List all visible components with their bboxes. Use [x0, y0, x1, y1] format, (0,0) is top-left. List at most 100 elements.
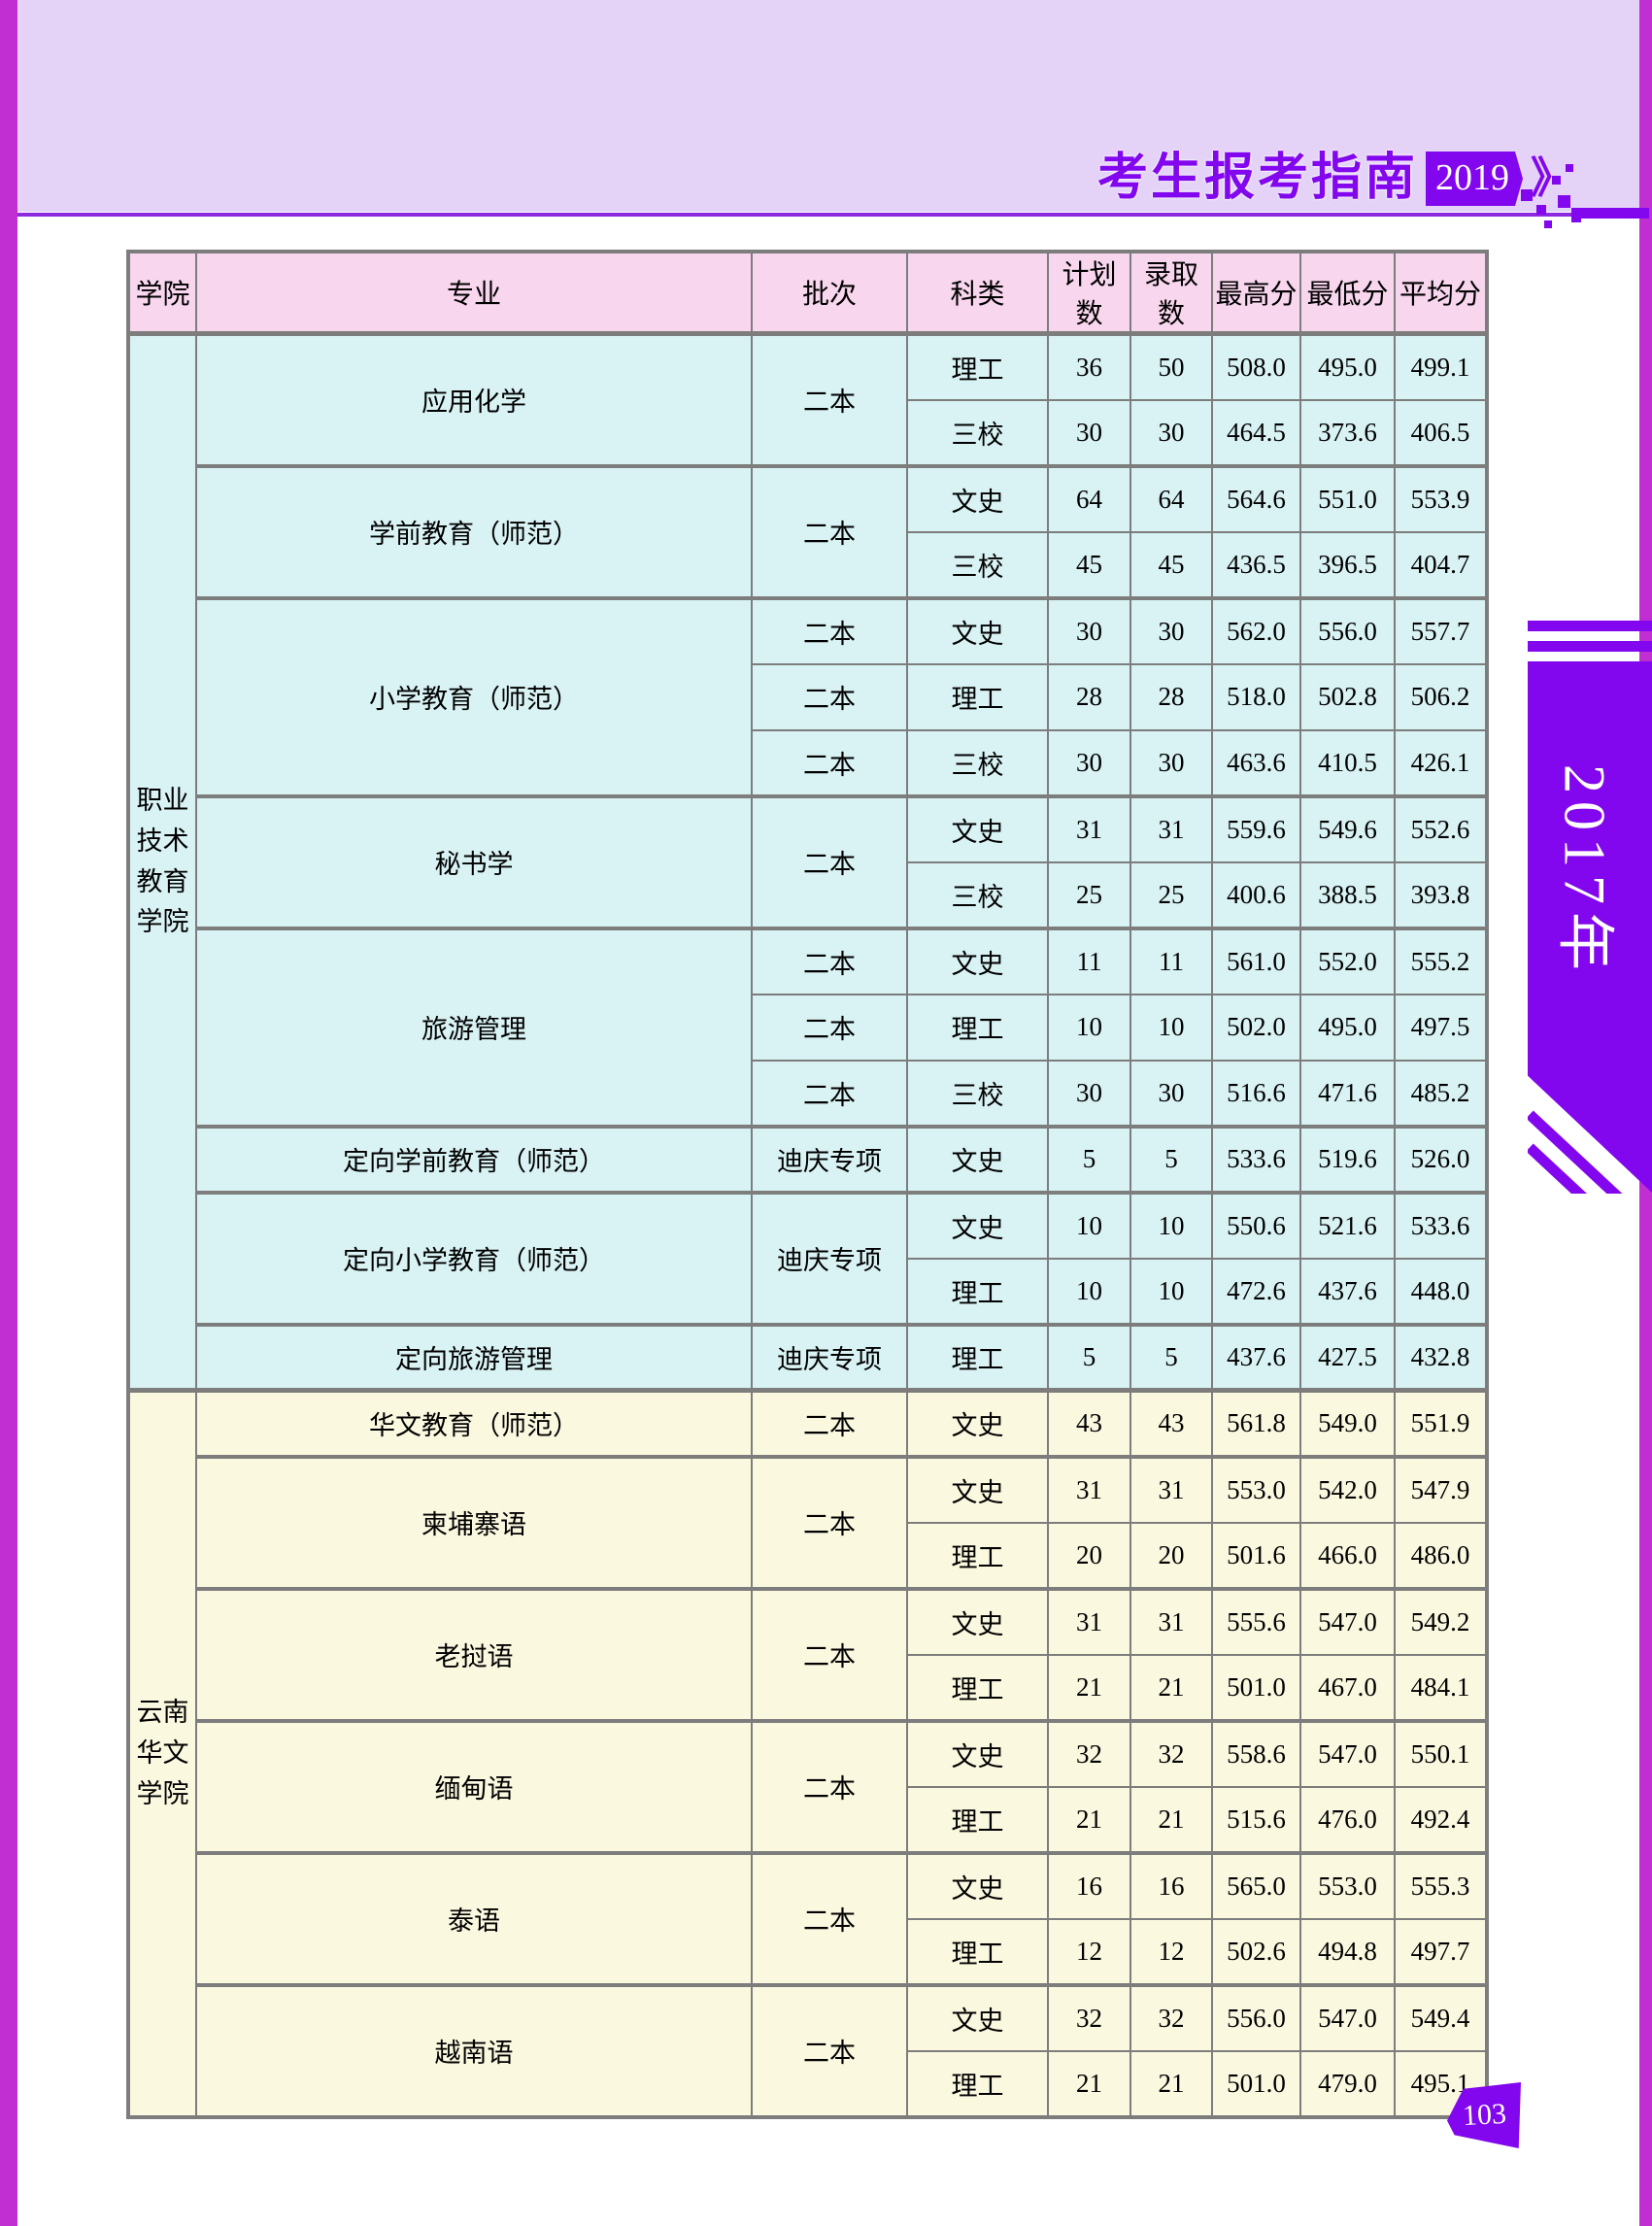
major-cell: 泰语 [195, 1850, 753, 1986]
admit-cell: 12 [1129, 1917, 1213, 1986]
plan-cell: 30 [1047, 728, 1131, 797]
college-cell: 云南华文学院 [127, 1388, 197, 2118]
min-cell: 427.5 [1299, 1322, 1396, 1392]
table-row: 三校 30 30 464.5 373.6 406.5 [128, 398, 1488, 467]
category-cell: 理工 [906, 1653, 1049, 1722]
plan-cell: 64 [1047, 463, 1131, 533]
table-row: 理工 20 20 501.6 466.0 486.0 [128, 1521, 1488, 1590]
min-cell: 556.0 [1299, 595, 1396, 665]
header-cell-3: 科类 [906, 251, 1049, 335]
admit-cell: 43 [1129, 1388, 1213, 1458]
max-cell: 515.6 [1211, 1785, 1301, 1854]
header-rule-dash [1571, 208, 1649, 219]
header-cell-6: 最高分 [1211, 251, 1301, 335]
major-cell: 学前教育（师范） [195, 463, 753, 599]
category-cell: 文史 [906, 1388, 1049, 1458]
table-row: 二本 理工 28 28 518.0 502.8 506.2 [128, 662, 1488, 731]
category-cell: 文史 [906, 1982, 1049, 2052]
plan-cell: 20 [1047, 1521, 1131, 1590]
avg-cell: 485.2 [1394, 1059, 1488, 1128]
major-cell: 小学教育（师范） [195, 595, 753, 797]
min-cell: 521.6 [1299, 1190, 1396, 1260]
plan-cell: 5 [1047, 1322, 1131, 1392]
category-cell: 理工 [906, 662, 1049, 731]
admit-cell: 10 [1129, 993, 1213, 1062]
batch-cell: 二本 [751, 1454, 908, 1590]
ribbon-top-stripe [1528, 621, 1652, 631]
admit-cell: 64 [1129, 463, 1213, 533]
admit-cell: 5 [1129, 1322, 1213, 1392]
min-cell: 549.0 [1299, 1388, 1396, 1458]
max-cell: 400.6 [1211, 860, 1301, 929]
table-row: 定向旅游管理 迪庆专项 理工 5 5 437.6 427.5 432.8 [128, 1322, 1488, 1392]
plan-cell: 31 [1047, 1454, 1131, 1524]
max-cell: 463.6 [1211, 728, 1301, 797]
major-cell: 旅游管理 [195, 926, 753, 1128]
admit-cell: 31 [1129, 1586, 1213, 1656]
category-cell: 三校 [906, 530, 1049, 599]
avg-cell: 555.2 [1394, 926, 1488, 995]
pixel-decoration [1515, 160, 1622, 233]
avg-cell: 486.0 [1394, 1521, 1488, 1590]
batch-cell: 二本 [751, 793, 908, 929]
table-row: 理工 10 10 472.6 437.6 448.0 [128, 1257, 1488, 1326]
batch-cell: 迪庆专项 [751, 1322, 908, 1392]
plan-cell: 30 [1047, 398, 1131, 467]
year-ribbon: 2017年 [1528, 621, 1652, 1194]
major-cell: 应用化学 [195, 331, 753, 467]
avg-cell: 547.9 [1394, 1454, 1488, 1524]
avg-cell: 557.7 [1394, 595, 1488, 665]
min-cell: 437.6 [1299, 1257, 1396, 1326]
avg-cell: 497.7 [1394, 1917, 1488, 1986]
avg-cell: 549.2 [1394, 1586, 1488, 1656]
min-cell: 542.0 [1299, 1454, 1396, 1524]
min-cell: 502.8 [1299, 662, 1396, 731]
max-cell: 501.0 [1211, 2049, 1301, 2118]
plan-cell: 32 [1047, 1982, 1131, 2052]
plan-cell: 10 [1047, 1190, 1131, 1260]
header-cell-4: 计划数 [1047, 251, 1131, 335]
avg-cell: 506.2 [1394, 662, 1488, 731]
max-cell: 436.5 [1211, 530, 1301, 599]
batch-cell: 二本 [751, 993, 908, 1062]
avg-cell: 404.7 [1394, 530, 1488, 599]
table-row: 秘书学 二本 文史 31 31 559.6 549.6 552.6 [128, 793, 1488, 929]
major-cell: 老挝语 [195, 1586, 753, 1722]
max-cell: 508.0 [1211, 331, 1301, 401]
admit-cell: 31 [1129, 793, 1213, 863]
category-cell: 文史 [906, 1124, 1049, 1194]
major-cell: 定向小学教育（师范） [195, 1190, 753, 1326]
batch-cell: 二本 [751, 1586, 908, 1722]
table-row: 泰语 二本 文史 16 16 565.0 553.0 555.3 [128, 1850, 1488, 1986]
top-band [0, 0, 1652, 212]
table-row: 理工 21 21 515.6 476.0 492.4 [128, 1785, 1488, 1854]
category-cell: 文史 [906, 793, 1049, 863]
table-body: 职业技术教育学院 应用化学 二本 理工 36 50 508.0 495.0 499.1 三校 30 3… [127, 331, 1488, 2118]
category-cell: 理工 [906, 1917, 1049, 1986]
category-cell: 文史 [906, 926, 1049, 995]
table-row: 定向小学教育（师范） 迪庆专项 文史 10 10 550.6 521.6 533.6 [128, 1190, 1488, 1326]
admit-cell: 21 [1129, 2049, 1213, 2118]
admit-cell: 20 [1129, 1521, 1213, 1590]
plan-cell: 28 [1047, 662, 1131, 731]
plan-cell: 10 [1047, 993, 1131, 1062]
admit-cell: 21 [1129, 1785, 1213, 1854]
logo-title: 考生报考指南 [1096, 151, 1418, 206]
avg-cell: 497.5 [1394, 993, 1488, 1062]
avg-cell: 550.1 [1394, 1718, 1488, 1788]
category-cell: 文史 [906, 1718, 1049, 1788]
batch-cell: 二本 [751, 331, 908, 467]
avg-cell: 552.6 [1394, 793, 1488, 863]
admit-cell: 10 [1129, 1257, 1213, 1326]
min-cell: 547.0 [1299, 1586, 1396, 1656]
plan-cell: 21 [1047, 1785, 1131, 1854]
plan-cell: 45 [1047, 530, 1131, 599]
category-cell: 文史 [906, 463, 1049, 533]
category-cell: 文史 [906, 1190, 1049, 1260]
admit-cell: 31 [1129, 1454, 1213, 1524]
min-cell: 388.5 [1299, 860, 1396, 929]
avg-cell: 406.5 [1394, 398, 1488, 467]
admit-cell: 30 [1129, 398, 1213, 467]
plan-cell: 30 [1047, 1059, 1131, 1128]
